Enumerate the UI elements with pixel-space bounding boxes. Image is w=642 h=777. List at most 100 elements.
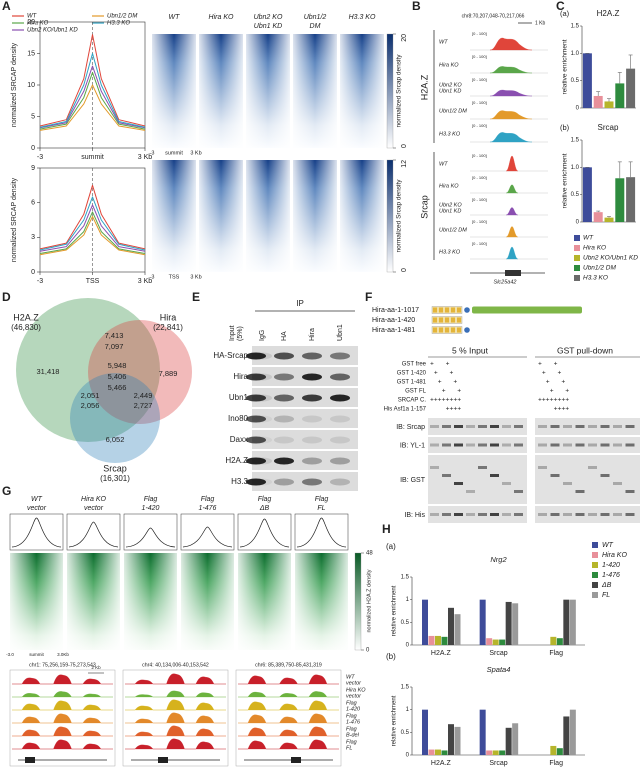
track-label: H3.3 KO [439, 131, 461, 137]
y-tick-label: 10 [27, 82, 35, 89]
track-signal [238, 674, 339, 685]
region-count: 7,097 [105, 342, 124, 351]
bar [428, 749, 435, 755]
blot-band [454, 513, 463, 516]
colorbar-tick-label: 0 [366, 648, 370, 654]
x-tick-label: TSS [86, 278, 100, 285]
column-title: H3.3 KO [349, 14, 376, 21]
domain-repeat [451, 307, 455, 313]
venn-circle [70, 373, 160, 463]
blot-band [600, 513, 610, 516]
bar [454, 726, 461, 755]
profile-line [39, 216, 146, 256]
heatmap-shade [67, 553, 120, 650]
track-signal [125, 712, 226, 724]
bar [479, 709, 486, 755]
condition-signs: + + [430, 370, 461, 377]
x-tick-label: 3.0Kb [57, 652, 69, 657]
group-label: H2A.Z [419, 74, 429, 100]
condition-signs: ++++++++ [430, 397, 461, 404]
blot-band [502, 513, 511, 516]
blot-band [454, 482, 463, 485]
track-signal [125, 673, 226, 685]
track-label: Ubn1 KD [439, 208, 461, 214]
column-title: FL [317, 505, 325, 512]
profile-line [39, 71, 146, 130]
profile-line [39, 204, 146, 252]
track-range: [0 - 100] [472, 153, 487, 158]
profile-line [182, 526, 233, 548]
blot-band [246, 352, 266, 360]
y-tick-label: 3 [31, 234, 35, 241]
blot-band [514, 513, 523, 516]
profile-line [39, 65, 146, 129]
blot-band [613, 513, 622, 516]
track-label: Flag [346, 739, 358, 745]
chart-label: (a) [386, 542, 396, 551]
blot [252, 409, 358, 428]
track-signal [489, 89, 533, 97]
track-signal [238, 713, 339, 724]
blot-band [246, 373, 266, 381]
blot-band [466, 513, 475, 516]
domain-repeat [451, 327, 455, 333]
x-tick-label: Srcap [489, 760, 507, 767]
locus-frame [235, 669, 342, 767]
bar [615, 178, 625, 222]
column-title: 1-476 [199, 505, 217, 512]
domain-repeat [457, 307, 461, 313]
blot-band [550, 443, 560, 447]
condition-signs: ++++ [430, 406, 461, 413]
profile-box [294, 513, 349, 551]
track-label: Ubn2 KO [439, 202, 462, 208]
blot-band [330, 457, 350, 465]
heatmap-shade [293, 34, 337, 148]
heatmap-shade [181, 553, 234, 650]
blot-band [490, 425, 499, 428]
blot [535, 418, 640, 435]
bar [492, 639, 499, 645]
blot-band [330, 478, 350, 486]
blot-band [600, 474, 610, 477]
legend-swatch [592, 552, 598, 558]
column-title: WT [169, 14, 181, 21]
blot-band [302, 394, 322, 402]
y-tick-label: 1.0 [571, 165, 580, 171]
track-range: [0 - 100] [472, 219, 487, 224]
blot-band [502, 443, 511, 447]
blot-band [613, 425, 622, 428]
bar [479, 599, 486, 645]
column-title: 1-420 [142, 505, 160, 512]
gene-exon [25, 757, 35, 763]
track-signal [12, 700, 113, 711]
track-range: [0 - 100] [472, 175, 487, 180]
row-label: Ino80 [228, 414, 249, 423]
x-tick-label: H2A.Z [431, 760, 452, 767]
blot-band [625, 513, 635, 516]
track-label: 1-420 [346, 706, 361, 712]
blot [428, 506, 527, 523]
row-label: HA-Srcap [213, 351, 248, 360]
x-tick-label: -3 [37, 154, 43, 161]
row-label: Hira [233, 372, 248, 381]
blot-label: IB: GST [400, 477, 426, 484]
blot-band [490, 474, 499, 477]
blot [535, 455, 640, 504]
bar [626, 68, 636, 108]
row-label: Daxx [230, 435, 248, 444]
blot [428, 455, 527, 504]
bar [563, 716, 570, 755]
set-count: (46,830) [11, 323, 41, 332]
y-tick-label: 0.5 [571, 78, 580, 84]
blot-band [625, 443, 635, 447]
track-label: Ubn1 KD [439, 88, 461, 94]
chart-title: Spata4 [487, 665, 511, 674]
blot-band [430, 513, 439, 516]
domain-repeat [445, 317, 449, 323]
y-tick-label: 20 [27, 19, 35, 26]
blot-band [302, 457, 322, 465]
track-label: 1-476 [346, 719, 361, 725]
colorbar-label: normalized Srcap density [396, 179, 403, 253]
y-tick-label: 0.5 [401, 620, 410, 626]
